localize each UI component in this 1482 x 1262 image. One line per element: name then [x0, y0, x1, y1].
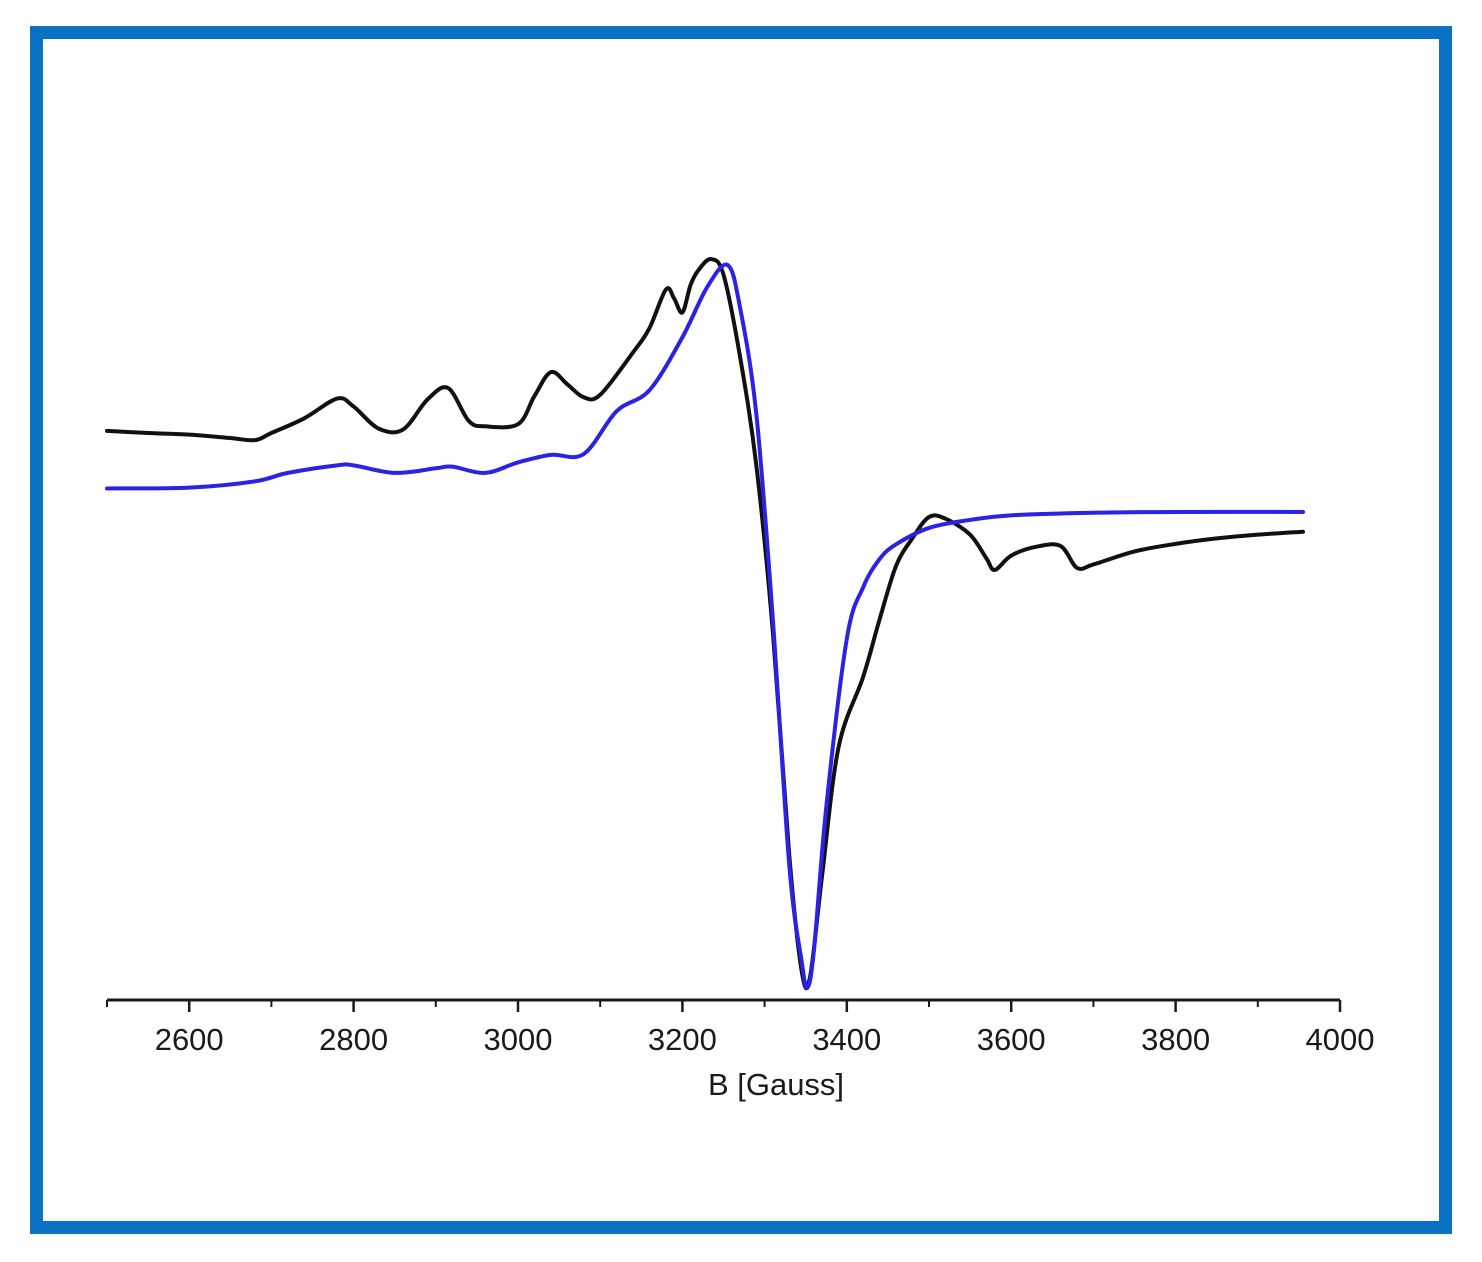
- simulated-spectrum-line: [105, 262, 1306, 991]
- x-tick-label: 3000: [484, 1022, 553, 1057]
- x-tick-label: 2600: [155, 1022, 224, 1057]
- x-tick-label: 3200: [648, 1022, 717, 1057]
- x-tick-label: 4000: [1306, 1022, 1375, 1057]
- plot-area: [105, 257, 1306, 991]
- figure-frame: [30, 26, 1452, 1234]
- x-axis-title: B [Gauss]: [708, 1067, 844, 1102]
- x-tick-label: 2800: [319, 1022, 388, 1057]
- x-axis: 2600 2800 3000 3200 3400 3600 3800 4000: [106, 998, 1375, 1057]
- x-tick-label: 3600: [977, 1022, 1046, 1057]
- x-tick-label: 3800: [1141, 1022, 1210, 1057]
- x-tick-label: 3400: [812, 1022, 881, 1057]
- experimental-spectrum-line: [105, 257, 1306, 991]
